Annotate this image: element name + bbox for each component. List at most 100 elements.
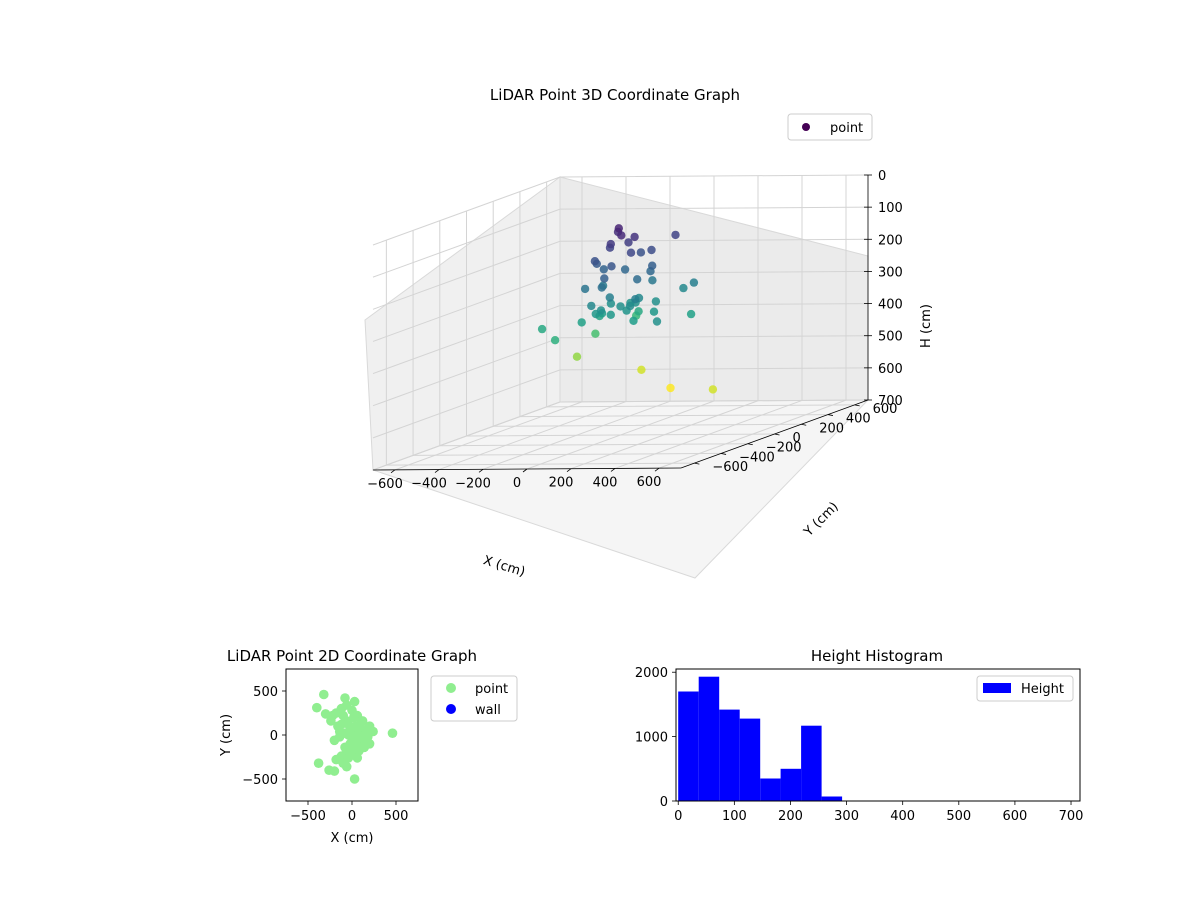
legend-2d-point-label: point [475,682,508,697]
y-tick-label-2d: 500 [253,685,278,700]
z-axis-label-3d: H (cm) [919,304,934,348]
y-tick-label-3d: −200 [766,441,802,456]
x-tick-label-3d: −200 [455,476,491,491]
scatter-point-3d [606,239,615,249]
scatter-point-2d [319,689,329,700]
x-tick-3d [654,467,660,472]
x-tick-label-hist: 400 [890,809,915,824]
histogram-bar [719,709,740,801]
histogram-bar [780,768,802,801]
scatter-point-3d [587,301,596,311]
x-tick-label-3d: 400 [593,475,618,490]
y-tick-3d [720,453,727,455]
z-tick-label-3d: 400 [878,298,903,313]
legend-hist-swatch [983,683,1011,693]
x-tick-label-hist: 300 [834,809,859,824]
legend-2d: point wall [430,675,518,722]
x-tick-label-hist: 0 [674,809,682,824]
z-tick-label-3d: 200 [878,233,903,248]
z-tick-label-3d: 600 [878,362,903,377]
scatter-point-2d [343,719,354,730]
legend-hist-box [976,675,1074,702]
y-tick-3d [801,423,807,426]
x-axis-label-3d: X (cm) [481,553,527,580]
scatter-point-3d [600,274,609,283]
histogram-bars [678,676,843,801]
scatter-point-3d [648,261,657,270]
scatter-point-3d [636,248,646,257]
x-tick-label-3d: −600 [367,477,403,492]
points-3d [537,224,718,394]
grid-line-z [372,335,869,407]
histogram-bar [739,718,761,801]
legend-2d-wall-marker [446,704,456,714]
scatter-point-3d [708,385,718,394]
scatter-point-3d [649,307,659,316]
axes-3d: −600 −400 −200 0 200 400 600−600−400−200020040… [367,169,903,492]
scatter-point-2d [312,702,322,713]
y-tick-3d [854,404,860,407]
z-tick-label-3d: 300 [878,265,903,280]
x-tick-label-3d: 0 [513,476,521,491]
x-tick-3d [566,468,572,473]
scatter-point-2d [349,712,359,723]
scatter-point-2d [359,730,370,740]
scatter-point-3d [577,318,586,327]
legend-3d-label: point [830,121,863,136]
histogram-title: Height Histogram [811,647,943,665]
x-tick-3d [390,469,396,474]
y-tick-label-hist: 0 [660,795,668,810]
y-axis-label-2d: Y (cm) [219,714,234,757]
points-2d [312,689,398,784]
y-tick-label-3d: 600 [873,402,898,417]
scatter-point-3d [617,231,626,240]
scatter-point-3d [633,275,642,284]
x-tick-label-hist: 200 [778,809,803,824]
grid-line-z [372,399,869,471]
x-tick-label-3d: 600 [637,475,662,490]
scatter-point-2d [338,710,349,721]
scatter-point-2d [341,761,352,772]
scatter-point-3d [637,365,646,374]
legend-hist-label: Height [1021,682,1064,697]
scatter-point-3d [630,232,639,242]
scatter-point-3d [590,257,600,266]
scatter-point-3d [686,309,696,319]
scatter-point-3d [596,306,606,315]
y-tick-label-3d: −600 [712,460,748,475]
scatter-point-2d [336,719,347,730]
z-tick-label-3d: 500 [878,330,903,345]
scatter-point-3d [597,283,606,292]
ticks-2d: −500 0 500 −500 0 500 [242,685,408,824]
scatter-point-2d [387,728,398,738]
scatter-point-3d [647,245,656,255]
y-tick-3d [827,414,834,416]
z-tick-label-3d: 700 [878,394,903,409]
scatter-point-3d [629,316,638,325]
grid-line-z [372,303,869,375]
scatter-point-2d [329,766,340,776]
y-tick-label-3d: 0 [793,431,801,446]
scatter-point-2d [340,742,350,753]
x-tick-label-hist: 100 [722,809,747,824]
scatter-point-3d [631,295,640,304]
y-tick-3d [694,462,700,465]
legend-hist: Height [976,675,1074,702]
scatter-point-3d [634,307,643,316]
x-tick-label-3d: −400 [411,477,447,492]
scatter-point-3d [652,317,662,326]
ticks-hist: 0 100 200 300 400 500 600 700 0 1000 2000 [635,666,1084,824]
grid-line-z [372,238,869,310]
x-axis-label-2d: X (cm) [331,831,374,846]
chart-3d-title: LiDAR Point 3D Coordinate Graph [490,86,740,104]
scatter-point-3d [620,265,630,274]
x-tick-3d [434,469,440,473]
x-tick-label-hist: 700 [1059,809,1084,824]
histogram-bar [698,676,720,801]
legend-3d: point [787,113,873,141]
grid-line-z [372,270,869,342]
scatter-point-3d [550,336,560,345]
x-tick-3d [610,468,616,472]
grid-3d [372,174,869,471]
